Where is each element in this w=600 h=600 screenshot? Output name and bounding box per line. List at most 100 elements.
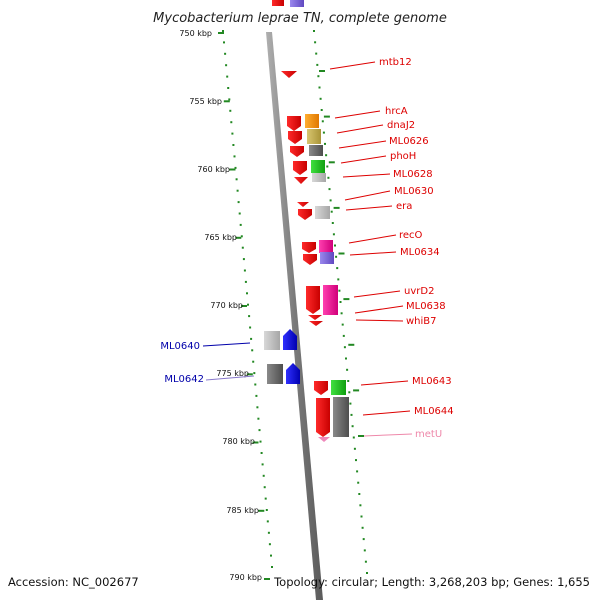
tick-label: 785 kbp	[226, 506, 259, 515]
cog-boxes	[305, 114, 349, 437]
gene-labels-left: ML0640 ML0642	[160, 341, 204, 385]
track-dot	[244, 280, 247, 283]
track-dot	[362, 538, 365, 541]
track-dot	[348, 391, 351, 394]
track-dot	[323, 115, 330, 118]
track-dot	[343, 298, 350, 301]
track-dot	[246, 292, 248, 295]
gene-dnaJ2	[288, 131, 302, 144]
track-dot	[356, 470, 359, 473]
gene-label: mtb12	[379, 57, 412, 68]
cog-box-lightgray	[264, 331, 280, 350]
track-dot	[218, 32, 224, 34]
cog-box-orange	[305, 114, 319, 128]
track-dot	[229, 109, 232, 112]
track-dot	[235, 236, 242, 239]
track-dot	[234, 166, 237, 169]
tick-label: 755 kbp	[189, 97, 222, 106]
track-dot	[363, 549, 366, 552]
track-dot	[341, 323, 344, 326]
track-dot	[232, 144, 235, 146]
cog-box-green	[311, 160, 325, 173]
track-dot	[343, 346, 346, 349]
cog-box-lightgray	[312, 173, 326, 182]
gene-hrcA	[287, 116, 301, 131]
tick-label: 790 kbp	[229, 573, 262, 582]
track-dot	[318, 86, 321, 89]
track-dot	[361, 526, 364, 529]
gene-label: ML0630	[394, 186, 434, 197]
track-dot	[252, 360, 255, 363]
track-dot	[243, 269, 246, 272]
track-dot	[328, 161, 335, 164]
track-dot	[353, 389, 360, 392]
track-dot	[261, 463, 264, 466]
track-dot	[252, 441, 259, 444]
track-dot	[325, 154, 328, 157]
track-dot	[227, 87, 230, 89]
track-dot	[322, 131, 325, 134]
track-dot	[222, 30, 224, 32]
track-dot	[329, 199, 332, 202]
track-dot	[337, 278, 340, 281]
gene-label: ML0642	[164, 374, 204, 385]
cog-box-darkgray	[267, 364, 283, 384]
track-dot	[353, 447, 356, 450]
left-inner-dot-track	[222, 30, 273, 568]
cog-box-green	[331, 380, 346, 395]
gene-ML0644	[316, 398, 330, 437]
track-dot	[230, 121, 233, 124]
track-dot	[355, 459, 357, 462]
track-dot	[256, 406, 259, 409]
track-dot	[253, 372, 256, 375]
gene-label: uvrD2	[404, 286, 434, 297]
gene-ML0642	[286, 363, 300, 384]
track-dot	[231, 132, 234, 135]
track-dot	[259, 440, 262, 443]
track-dot	[319, 70, 325, 72]
track-dot	[255, 394, 258, 397]
gene-label: ML0638	[406, 301, 446, 312]
track-dot	[350, 413, 353, 416]
track-dot	[268, 543, 271, 546]
right-inner-dot-track	[313, 30, 368, 574]
track-dot	[239, 223, 242, 226]
track-dot	[360, 515, 363, 518]
track-dot	[347, 380, 350, 382]
track-dot	[223, 41, 225, 44]
gene-label: ML0628	[393, 169, 433, 180]
track-dot	[317, 75, 320, 78]
track-dot	[264, 578, 270, 580]
map-title: Mycobacterium leprae TN, complete genome	[153, 11, 447, 26]
track-dot	[225, 64, 228, 67]
track-dot	[331, 222, 334, 224]
track-dot	[228, 98, 231, 101]
track-dot	[237, 201, 240, 204]
track-dot	[270, 554, 272, 557]
track-dot	[233, 155, 236, 158]
gene-era	[298, 209, 312, 220]
gene-label: ML0626	[389, 136, 429, 147]
gene-uvrD2	[306, 286, 320, 314]
track-dot	[328, 188, 331, 191]
track-dot	[338, 252, 345, 255]
gene-mtb12	[281, 71, 297, 78]
gene-label: ML0634	[400, 247, 440, 258]
gene-ML0628	[294, 177, 308, 184]
track-dot	[258, 509, 265, 512]
track-dot	[358, 435, 364, 437]
track-dot	[313, 30, 315, 32]
track-dot	[338, 289, 341, 292]
gene-label: ML0644	[414, 406, 454, 417]
gene-label: era	[396, 201, 412, 212]
gene-metU	[318, 437, 330, 442]
track-dot	[324, 142, 326, 145]
cog-box-pink	[319, 240, 333, 253]
track-dot	[248, 315, 251, 318]
gene-ML0643	[314, 381, 328, 395]
track-dot	[250, 337, 253, 340]
accession-label: Accession: NC_002677	[8, 575, 139, 589]
track-dot	[241, 305, 247, 307]
track-dot	[321, 120, 324, 123]
tick-label: 760 kbp	[197, 165, 230, 174]
